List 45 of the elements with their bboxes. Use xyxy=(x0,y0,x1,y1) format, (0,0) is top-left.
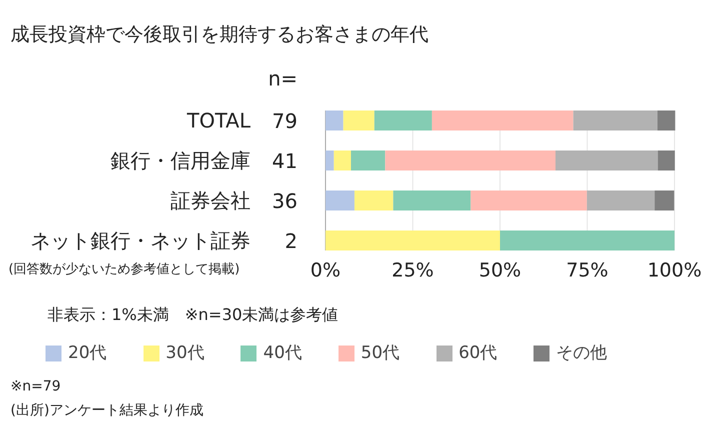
text: 非表示：1%未満 ※n=30未満は参考値 xyxy=(48,305,338,324)
bar xyxy=(326,230,500,250)
y-tick-label: TOTAL xyxy=(186,108,252,132)
text: 36 xyxy=(272,189,298,213)
bar xyxy=(658,150,675,170)
legend-label: 30代 xyxy=(166,342,204,364)
x-tick-label: 50% xyxy=(478,260,522,282)
text: (回答数が少ないため参考値として掲載) xyxy=(8,262,240,277)
text: (出所)アンケート結果より作成 xyxy=(10,402,204,418)
bar xyxy=(374,110,432,130)
bar xyxy=(555,150,658,170)
bar xyxy=(385,150,556,170)
legend-label: その他 xyxy=(556,342,608,364)
x-tick-label: 100% xyxy=(647,260,702,282)
bar xyxy=(350,150,386,170)
y-tick-label: ネット銀行・ネット証券 xyxy=(30,228,250,252)
x-tick-label: 25% xyxy=(392,260,434,282)
bar xyxy=(432,110,574,130)
chart-title: 成長投資枠で今後取引を期待するお客さまの年代 xyxy=(10,24,428,46)
bar xyxy=(343,110,374,130)
text: 2 xyxy=(284,229,298,253)
text: ※n=79 xyxy=(10,378,61,394)
legend-label: 50代 xyxy=(360,342,400,364)
bar xyxy=(657,110,676,130)
x-tick-label: 75% xyxy=(566,260,608,282)
text: 41 xyxy=(272,149,298,173)
y-tick-label: 証券会社 xyxy=(170,188,250,212)
legend-label: 60代 xyxy=(458,342,498,364)
bar xyxy=(326,150,334,170)
bar xyxy=(326,190,354,210)
legend-label: 40代 xyxy=(263,342,302,364)
text: n= xyxy=(268,66,298,90)
bar xyxy=(326,110,344,130)
bar xyxy=(354,190,394,210)
bar xyxy=(654,190,674,210)
bar xyxy=(334,150,351,170)
legend-label: 20代 xyxy=(68,342,107,364)
x-tick-label: 0% xyxy=(310,260,341,282)
bar xyxy=(500,230,674,250)
bar xyxy=(393,190,471,210)
text: 79 xyxy=(272,109,298,133)
bar xyxy=(470,190,587,210)
y-tick-label: 銀行・信用金庫 xyxy=(110,148,250,172)
bar xyxy=(586,190,655,210)
bar xyxy=(573,110,658,130)
